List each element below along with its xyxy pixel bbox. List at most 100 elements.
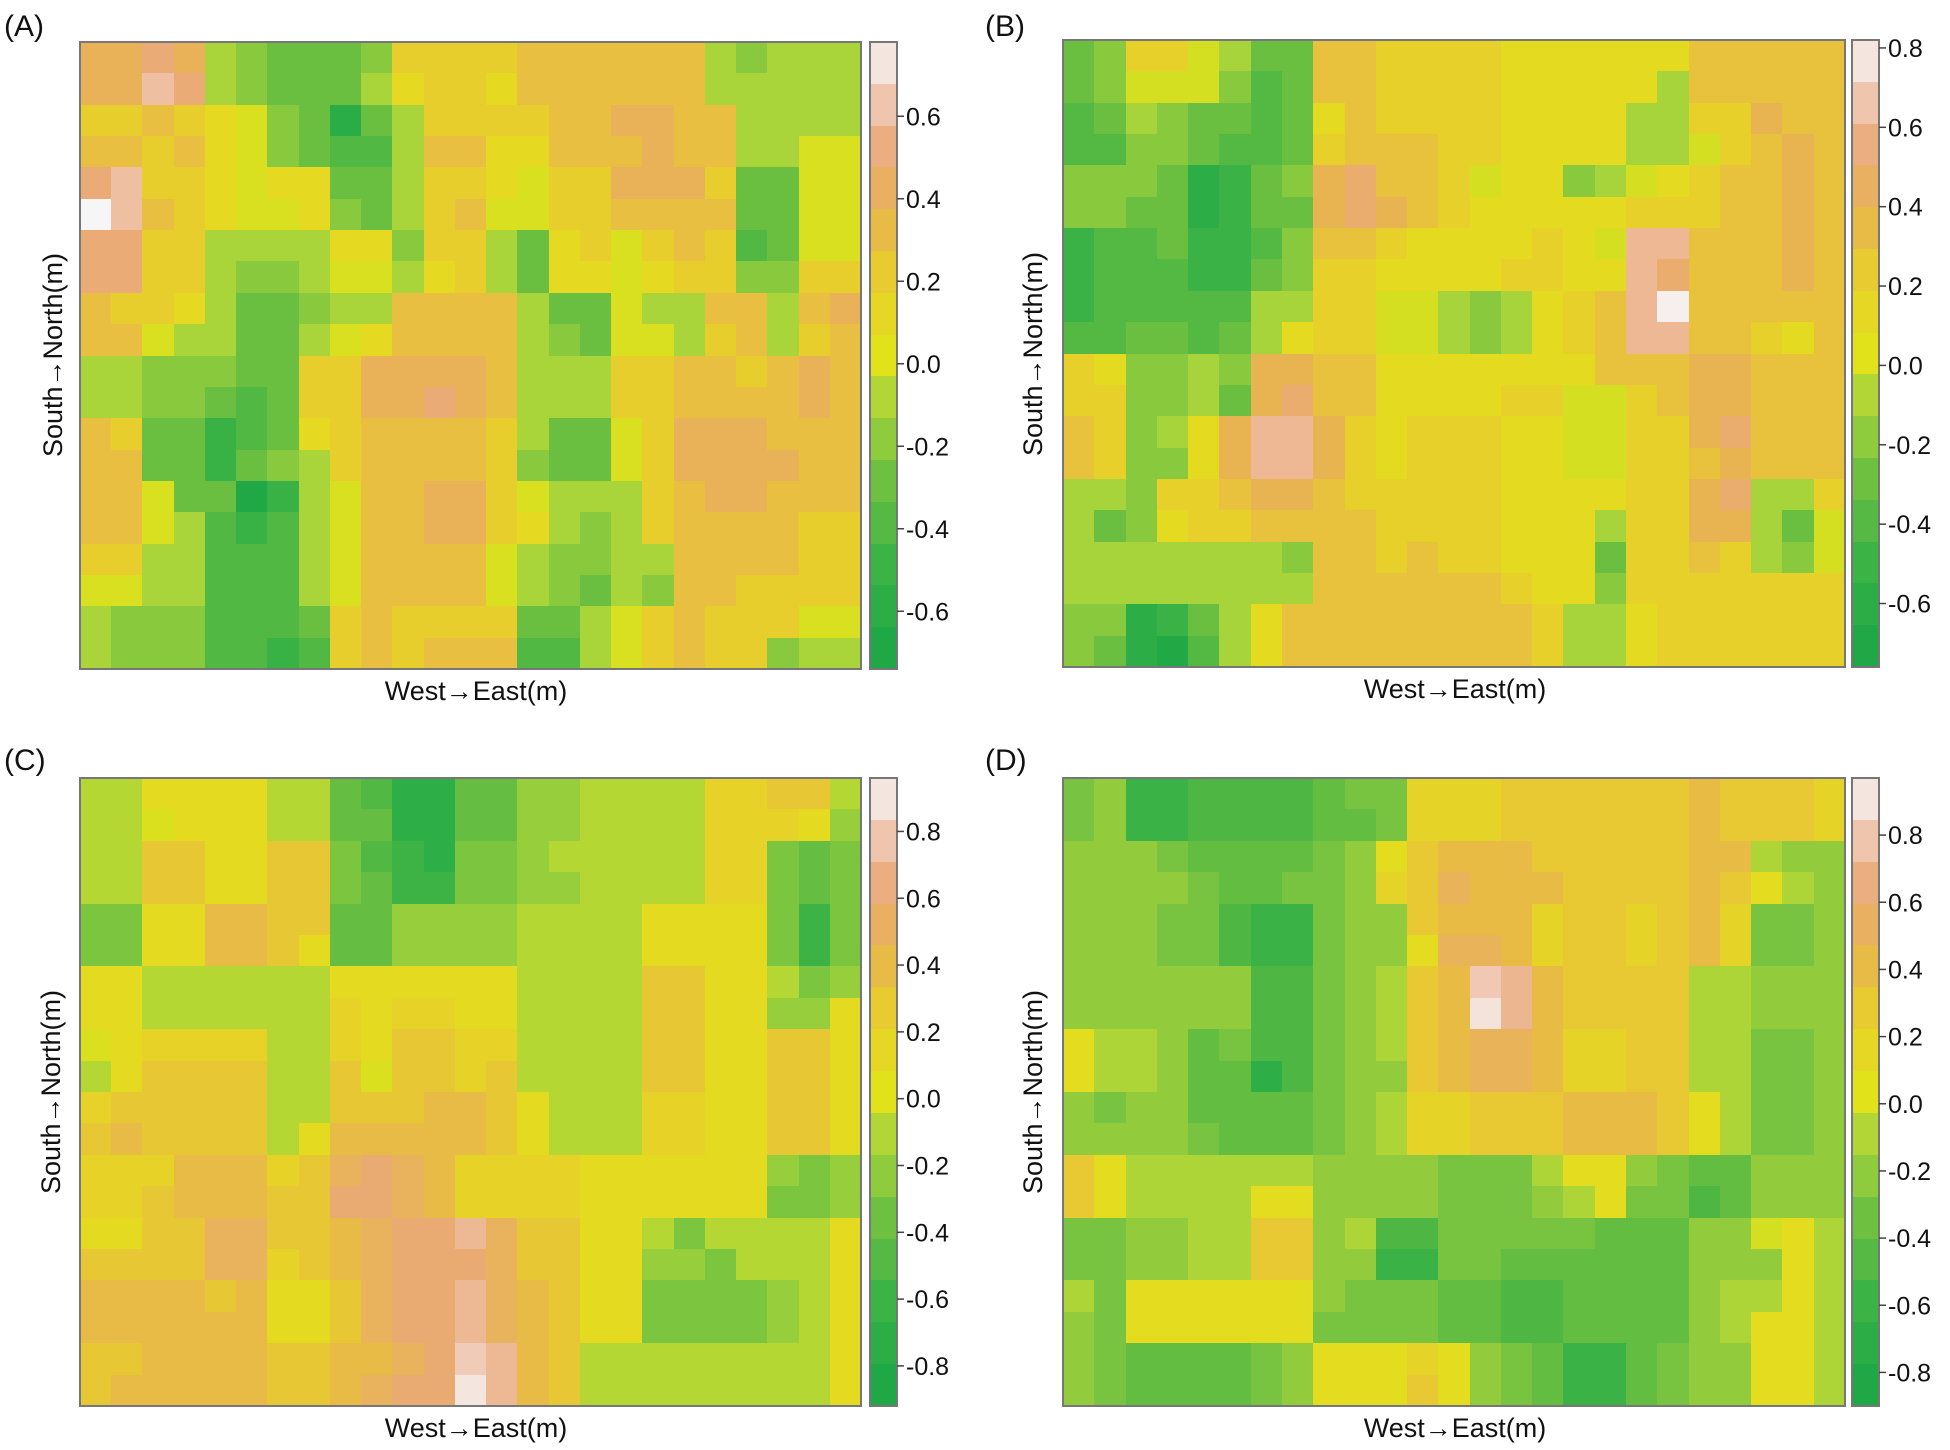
heatmap-cell <box>361 1249 392 1280</box>
heatmap-cell <box>455 356 486 387</box>
heatmap-cell <box>361 841 392 872</box>
heatmap-cell <box>1345 479 1376 510</box>
heatmap-cell <box>1501 510 1532 542</box>
heatmap-cell <box>392 966 424 998</box>
colorbar-tick-label: 0.4 <box>1888 956 1923 984</box>
heatmap-cell <box>1720 636 1751 667</box>
heatmap-cell <box>611 1123 642 1155</box>
heatmap-cell <box>1470 259 1501 291</box>
heatmap-cell <box>236 1061 267 1092</box>
heatmap-cell <box>580 1312 611 1343</box>
heatmap-cell <box>267 450 299 481</box>
heatmap-cell <box>767 1123 799 1155</box>
heatmap-cell <box>267 1375 299 1406</box>
heatmap-cell <box>236 606 267 638</box>
heatmap-cell <box>142 1061 174 1092</box>
heatmap-cell <box>1782 385 1814 416</box>
heatmap-cell <box>674 450 705 481</box>
heatmap-cell <box>1501 1280 1532 1312</box>
heatmap-cell <box>1595 165 1626 197</box>
heatmap-cell <box>1094 259 1126 291</box>
heatmap-cell <box>674 481 705 512</box>
heatmap-cell <box>517 606 549 638</box>
heatmap-cell <box>1313 1123 1345 1155</box>
heatmap-cell <box>1376 259 1407 291</box>
heatmap-cell <box>1595 1155 1626 1186</box>
colorbar-tick-label: 0.2 <box>1888 273 1923 301</box>
heatmap-cell <box>517 575 549 606</box>
heatmap-cell <box>1376 354 1407 385</box>
heatmap-cell <box>1782 416 1814 448</box>
heatmap-cell <box>1313 103 1345 134</box>
heatmap-cell <box>611 356 642 387</box>
heatmap-cell <box>611 1280 642 1312</box>
heatmap-cell <box>1563 998 1595 1029</box>
heatmap-cell <box>361 544 392 575</box>
heatmap-cell <box>580 935 611 966</box>
heatmap-cell <box>549 1186 580 1218</box>
heatmap-cell <box>111 512 142 544</box>
heatmap-cell <box>830 356 861 387</box>
heatmap-cell <box>455 105 486 136</box>
heatmap-cell <box>830 261 861 293</box>
heatmap-cell <box>611 809 642 841</box>
heatmap-cell <box>1407 416 1438 448</box>
heatmap-cell <box>455 638 486 669</box>
heatmap-cell <box>1751 1061 1782 1092</box>
heatmap-cell <box>1814 134 1845 165</box>
heatmap-cell <box>736 841 767 872</box>
heatmap-cell <box>424 418 455 450</box>
heatmap-cell <box>1251 904 1282 935</box>
heatmap-cell <box>1438 1343 1470 1375</box>
heatmap-cell <box>1563 966 1595 998</box>
heatmap-cell <box>1438 778 1470 809</box>
heatmap-cell <box>236 324 267 356</box>
heatmap-cell <box>830 1343 861 1375</box>
heatmap-cell <box>361 1218 392 1249</box>
heatmap-cell <box>424 199 455 230</box>
heatmap-cell <box>1282 1375 1313 1406</box>
heatmap-cell <box>1126 1029 1157 1061</box>
heatmap-cell <box>1751 354 1782 385</box>
heatmap-cell <box>1814 259 1845 291</box>
heatmap-cell <box>486 1061 517 1092</box>
heatmap-cell <box>1438 935 1470 966</box>
heatmap-cell <box>705 778 736 809</box>
heatmap-cell <box>580 293 611 324</box>
heatmap-cell <box>1814 1186 1845 1218</box>
heatmap-cell <box>80 324 111 356</box>
heatmap-cell <box>1094 510 1126 542</box>
heatmap-cell <box>611 418 642 450</box>
heatmap-cell <box>611 606 642 638</box>
heatmap-cell <box>1782 228 1814 259</box>
colorbar-tick-label: 0.2 <box>906 268 941 296</box>
heatmap-cell <box>1689 573 1720 604</box>
heatmap-cell <box>299 418 330 450</box>
heatmap-cell <box>142 512 174 544</box>
heatmap-cell <box>580 136 611 167</box>
heatmap-cell <box>1782 1218 1814 1249</box>
heatmap-cell <box>674 606 705 638</box>
heatmap-cell <box>1782 1123 1814 1155</box>
heatmap-cell <box>361 167 392 199</box>
heatmap-cell <box>1251 103 1282 134</box>
heatmap-cell <box>1782 1155 1814 1186</box>
heatmap-cell <box>1720 1249 1751 1280</box>
heatmap-cell <box>611 1155 642 1186</box>
heatmap-cell <box>1751 1092 1782 1123</box>
heatmap-cell <box>455 966 486 998</box>
heatmap-cell <box>1345 872 1376 904</box>
heatmap-cell <box>361 324 392 356</box>
colorbar-tick-label: 0.0 <box>1888 352 1923 380</box>
heatmap-cell <box>1782 1186 1814 1218</box>
colorbar-frame <box>869 41 898 670</box>
heatmap-cell <box>1345 1280 1376 1312</box>
heatmap-cell <box>1657 1186 1689 1218</box>
heatmap-cell <box>767 450 799 481</box>
heatmap-cell <box>642 356 674 387</box>
heatmap-cell <box>424 966 455 998</box>
heatmap-cell <box>1501 904 1532 935</box>
heatmap-cell <box>1626 1249 1657 1280</box>
heatmap-cell <box>1626 1280 1657 1312</box>
heatmap-cell <box>674 1280 705 1312</box>
